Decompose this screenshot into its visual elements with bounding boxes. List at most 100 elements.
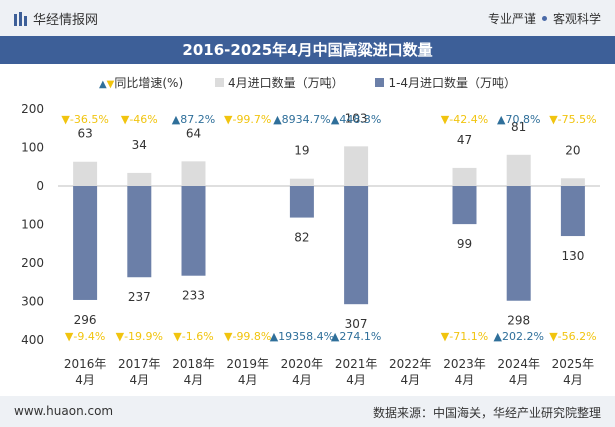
bar-april <box>506 154 531 186</box>
growth-label-up: ▲274.1% <box>331 330 381 343</box>
x-tick-label-year: 2024年 <box>497 357 540 371</box>
legend: ▲▼同比增速(%) 4月进口数量（万吨） 1-4月进口数量（万吨） <box>0 74 615 91</box>
y-tick-label: 0 <box>36 179 44 193</box>
header-tags: 专业严谨 客观科学 <box>488 10 601 27</box>
bar-jan-apr <box>73 186 98 300</box>
growth-label-down: ▼-36.5% <box>61 113 108 126</box>
legend-april: 4月进口数量（万吨） <box>214 74 344 91</box>
growth-label-up: ▲19358.4% <box>270 330 334 343</box>
x-tick-label-year: 2019年 <box>226 357 269 371</box>
data-label-april: 103 <box>345 111 368 125</box>
brand-name: 华经情报网 <box>33 13 99 28</box>
bar-jan-apr <box>127 186 152 278</box>
growth-label-up: ▲87.2% <box>172 113 215 126</box>
bar-april <box>181 161 206 186</box>
legend-jan-apr-swatch <box>375 78 385 87</box>
y-tick-label: 100 <box>21 141 44 155</box>
x-tick-label-month: 4月 <box>75 373 95 387</box>
x-tick-label-month: 4月 <box>455 373 475 387</box>
x-tick-label-month: 4月 <box>509 373 529 387</box>
data-label-april: 19 <box>294 144 309 158</box>
x-tick-label-month: 4月 <box>129 373 149 387</box>
growth-label-down: ▼-9.4% <box>65 330 105 343</box>
growth-label-up: ▲8934.7% <box>273 113 330 126</box>
bar-april <box>452 167 477 186</box>
data-label-april: 63 <box>77 127 92 141</box>
y-tick-label: 400 <box>21 333 44 347</box>
x-tick-label-year: 2018年 <box>172 357 215 371</box>
tag-left: 专业严谨 <box>487 12 536 26</box>
bar-jan-apr <box>344 186 369 305</box>
data-label-april: 81 <box>511 120 526 134</box>
bar-jan-apr <box>181 186 206 276</box>
bar-april <box>344 146 369 186</box>
data-label-jan-apr: 233 <box>182 289 205 303</box>
triangle-down-icon: ▼ <box>106 79 115 90</box>
bar-jan-apr <box>560 186 585 237</box>
legend-growth-label: 同比增速(%) <box>114 76 184 90</box>
data-source: 数据来源：中国海关，华经产业研究院整理 <box>372 406 601 420</box>
x-tick-label-month: 4月 <box>292 373 312 387</box>
triangle-up-icon: ▲ <box>98 79 107 90</box>
growth-label-down: ▼-1.6% <box>173 330 213 343</box>
growth-label-down: ▼-19.9% <box>116 330 163 343</box>
bar-april <box>560 178 585 186</box>
chart-title: 2016-2025年4月中国高粱进口数量 <box>182 41 433 59</box>
x-tick-label-month: 4月 <box>346 373 366 387</box>
x-tick-label-year: 2017年 <box>118 357 161 371</box>
x-tick-label-year: 2023年 <box>443 357 486 371</box>
bar-jan-apr <box>289 186 314 218</box>
data-label-april: 47 <box>457 133 472 147</box>
legend-april-label: 4月进口数量（万吨） <box>227 76 344 90</box>
legend-growth: ▲▼同比增速(%) <box>99 74 183 91</box>
brand-logo-icon <box>14 12 27 26</box>
bar-jan-apr <box>506 186 531 301</box>
growth-label-down: ▼-99.8% <box>224 330 271 343</box>
data-label-jan-apr: 82 <box>294 231 309 245</box>
legend-jan-apr: 1-4月进口数量（万吨） <box>375 74 516 91</box>
growth-label-down: ▼-71.1% <box>441 330 488 343</box>
x-tick-label-month: 4月 <box>563 373 583 387</box>
data-label-jan-apr: 307 <box>345 317 368 331</box>
bottom-bar <box>0 396 615 427</box>
title-bar <box>0 36 615 64</box>
y-tick-label: 100 <box>21 218 44 232</box>
dot-separator <box>541 16 547 21</box>
growth-label-down: ▼-56.2% <box>549 330 596 343</box>
growth-label-up: ▲448.3% <box>331 113 381 126</box>
chart-plot: 200100010020030040063296▼-36.5%▼-9.4%201… <box>21 102 600 387</box>
y-tick-label: 200 <box>21 102 44 116</box>
growth-label-down: ▼-75.5% <box>549 113 596 126</box>
x-tick-label-year: 2020年 <box>281 357 324 371</box>
data-label-jan-apr: 130 <box>561 249 584 263</box>
growth-label-down: ▼-46% <box>121 113 158 126</box>
y-tick-label: 300 <box>21 295 44 309</box>
data-label-jan-apr: 298 <box>507 314 530 328</box>
x-tick-label-month: 4月 <box>184 373 204 387</box>
bar-april <box>73 161 98 186</box>
legend-april-swatch <box>214 78 224 87</box>
y-tick-label: 200 <box>21 256 44 270</box>
data-label-jan-apr: 296 <box>74 313 97 327</box>
bar-april <box>127 172 152 186</box>
growth-label-down: ▼-42.4% <box>441 113 488 126</box>
tag-right: 客观科学 <box>552 12 601 26</box>
growth-label-up: ▲70.8% <box>497 113 540 126</box>
legend-jan-apr-label: 1-4月进口数量（万吨） <box>388 76 517 90</box>
x-tick-label-month: 4月 <box>400 373 420 387</box>
bar-jan-apr <box>452 186 477 225</box>
data-label-jan-apr: 99 <box>457 237 472 251</box>
site-url: www.huaon.com <box>14 404 114 418</box>
x-tick-label-year: 2025年 <box>552 357 595 371</box>
data-label-april: 20 <box>565 143 580 157</box>
x-tick-label-year: 2021年 <box>335 357 378 371</box>
x-tick-label-month: 4月 <box>238 373 258 387</box>
brand: 华经情报网 <box>14 9 98 28</box>
data-label-april: 64 <box>186 126 201 140</box>
x-tick-label-year: 2022年 <box>389 357 432 371</box>
top-bar <box>0 0 615 36</box>
x-tick-label-year: 2016年 <box>64 357 107 371</box>
data-label-jan-apr: 237 <box>128 290 151 304</box>
growth-label-down: ▼-99.7% <box>224 113 271 126</box>
bar-april <box>289 178 314 186</box>
